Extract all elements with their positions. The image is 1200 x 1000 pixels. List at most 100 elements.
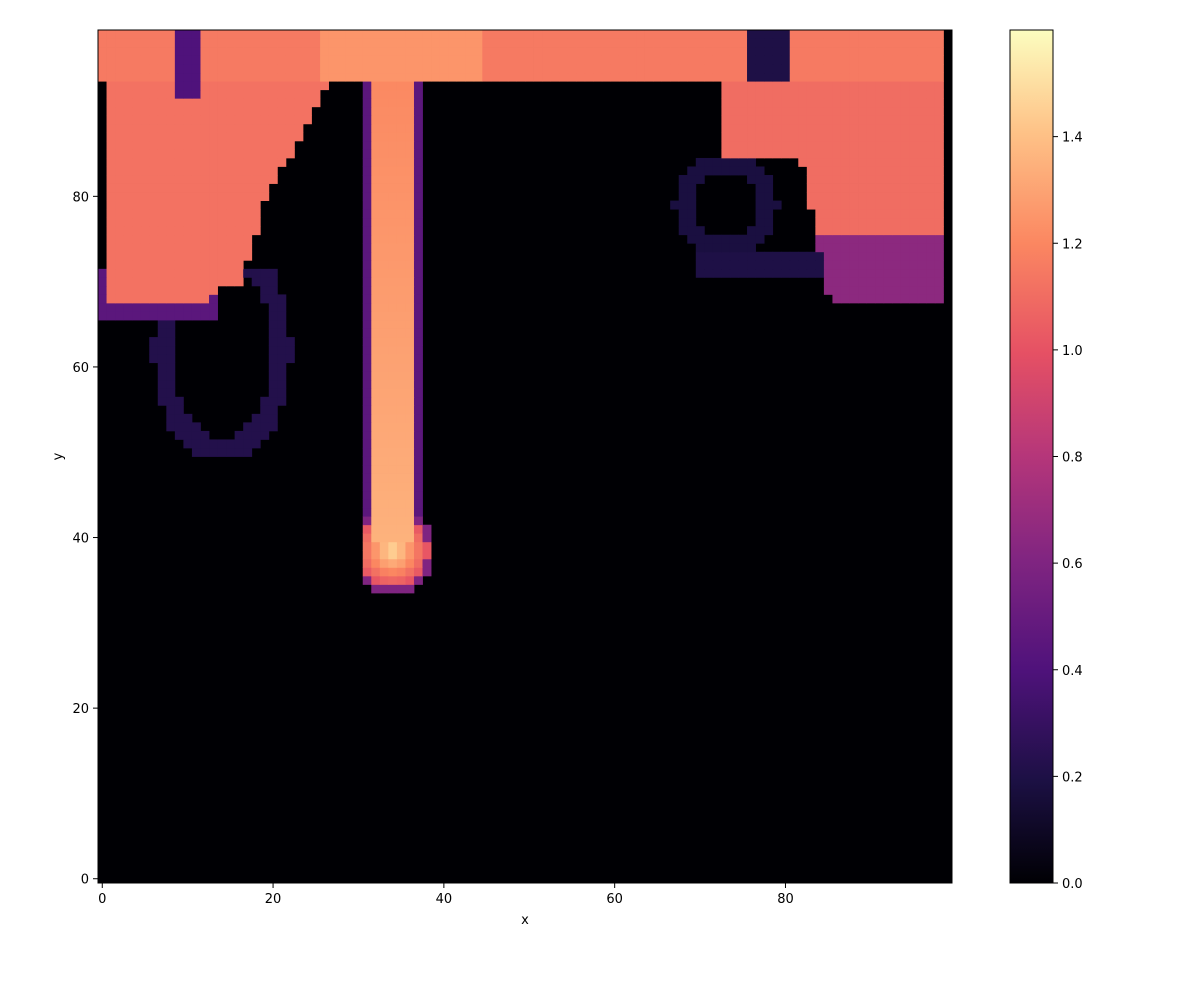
heatmap-cell — [832, 192, 842, 201]
heatmap-cell — [396, 115, 406, 125]
heatmap-cell — [174, 81, 184, 91]
heatmap-cell — [653, 72, 663, 82]
heatmap-cell — [883, 98, 893, 108]
heatmap-cell — [388, 567, 398, 577]
heatmap-cell — [191, 30, 201, 39]
heatmap-cell — [644, 72, 654, 82]
heatmap-cell — [593, 72, 603, 82]
heatmap-cell — [516, 55, 526, 65]
heatmap-cell — [823, 157, 833, 167]
heatmap-cell — [849, 209, 859, 219]
heatmap-cell — [900, 260, 910, 270]
heatmap-cell — [149, 217, 159, 227]
heatmap-cell — [379, 533, 389, 543]
heatmap-cell — [917, 106, 927, 116]
heatmap-cell — [209, 47, 218, 56]
heatmap-cell — [200, 38, 210, 48]
heatmap-cell — [268, 354, 278, 364]
heatmap-cell — [183, 251, 193, 261]
heatmap-cell — [755, 98, 765, 108]
heatmap-cell — [302, 30, 312, 39]
heatmap-cell — [379, 192, 389, 201]
heatmap-cell — [251, 277, 261, 287]
heatmap-cell — [277, 294, 287, 304]
heatmap-cell — [644, 47, 654, 56]
heatmap-cell — [379, 123, 389, 133]
heatmap-cell — [678, 209, 688, 219]
heatmap-cell — [362, 413, 372, 423]
heatmap-cell — [123, 132, 133, 142]
heatmap-cell — [875, 140, 885, 150]
y-tick-label: 40 — [72, 532, 89, 547]
heatmap-cell — [644, 38, 654, 48]
heatmap-cell — [115, 106, 125, 116]
heatmap-cell — [106, 115, 116, 125]
heatmap-cell — [396, 550, 406, 560]
heatmap-cell — [482, 64, 492, 74]
heatmap-cell — [892, 175, 902, 184]
heatmap-cell — [379, 302, 389, 312]
heatmap-cell — [747, 175, 756, 184]
heatmap-cell — [858, 81, 867, 91]
heatmap-cell — [405, 98, 415, 108]
heatmap-cell — [362, 209, 372, 219]
heatmap-cell — [729, 38, 739, 48]
heatmap-cell — [934, 132, 944, 142]
heatmap-cell — [909, 157, 919, 167]
heatmap-cell — [226, 98, 236, 108]
heatmap-cell — [653, 47, 663, 56]
heatmap-cell — [302, 115, 312, 125]
heatmap-cell — [174, 64, 184, 74]
heatmap-cell — [345, 38, 355, 48]
heatmap-cell — [738, 115, 748, 125]
heatmap-cell — [174, 115, 184, 125]
heatmap-cell — [388, 575, 398, 585]
heatmap-cell — [849, 47, 859, 56]
heatmap-cell — [926, 285, 936, 295]
heatmap-cell — [755, 217, 765, 227]
heatmap-cell — [413, 132, 423, 142]
heatmap-cell — [388, 345, 398, 355]
heatmap-cell — [473, 38, 483, 48]
heatmap-cell — [695, 175, 705, 184]
heatmap-cell — [413, 115, 423, 125]
heatmap-cell — [858, 30, 867, 39]
heatmap-cell — [337, 72, 347, 82]
heatmap-cell — [132, 47, 142, 56]
heatmap-cell — [738, 166, 748, 176]
heatmap-cell — [875, 89, 885, 99]
heatmap-cell — [866, 277, 876, 287]
heatmap-cell — [362, 447, 372, 457]
heatmap-cell — [277, 132, 287, 142]
heatmap-cell — [909, 89, 919, 99]
heatmap-cell — [379, 47, 389, 56]
heatmap-cell — [200, 192, 210, 201]
heatmap-cell — [396, 47, 406, 56]
heatmap-cell — [687, 217, 697, 227]
heatmap-cell — [191, 294, 201, 304]
heatmap-cell — [396, 140, 406, 150]
heatmap-cell — [627, 64, 637, 74]
heatmap-cell — [832, 243, 842, 253]
heatmap-cell — [636, 72, 645, 82]
heatmap-cell — [268, 55, 278, 65]
heatmap-cell — [747, 47, 756, 56]
colorbar-tick-label: 0.6 — [1062, 557, 1083, 572]
heatmap-cell — [405, 533, 415, 543]
heatmap-cell — [747, 260, 756, 270]
heatmap-cell — [362, 38, 372, 48]
heatmap-cell — [234, 98, 244, 108]
heatmap-cell — [490, 64, 500, 74]
heatmap-cell — [285, 81, 295, 91]
heatmap-cell — [388, 354, 398, 364]
heatmap-cell — [405, 192, 415, 201]
heatmap-cell — [217, 64, 227, 74]
heatmap-cell — [200, 251, 210, 261]
heatmap-cell — [174, 55, 184, 65]
heatmap-cell — [302, 81, 312, 91]
heatmap-cell — [832, 89, 842, 99]
heatmap-cell — [934, 226, 944, 236]
heatmap-cell — [157, 320, 167, 329]
heatmap-cell — [772, 200, 782, 210]
heatmap-cell — [815, 72, 825, 82]
